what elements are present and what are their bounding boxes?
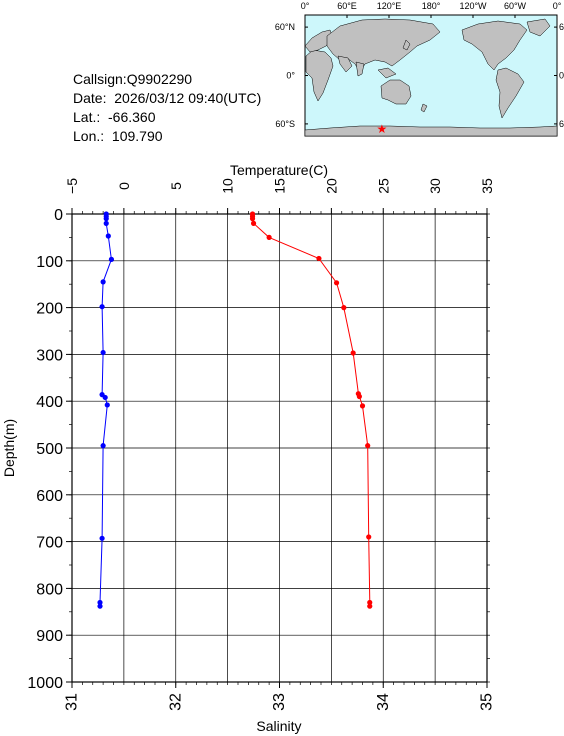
map-lat-label-right: 60°S [559,119,564,129]
salinity-tick-label: 32 [167,693,184,711]
salinity-point [99,304,105,310]
top-tick-label: −5 [64,178,80,194]
salinity-point [97,599,103,606]
salinity-point [100,279,106,285]
lat-text: Lat.: -66.360 [73,109,156,125]
temperature-point [250,220,257,226]
map-lat-label: 60°S [275,119,295,129]
left-axis: 0 100 200 300 400 500 600 700 800 900 1000 [27,207,490,692]
temperature-point [249,211,256,217]
depth-tick-label: 900 [36,628,63,645]
map-lon-label: 180° [422,1,441,11]
temperature-point [359,403,366,409]
salinity-point [99,392,105,398]
series-group [97,211,373,609]
temperature-point [249,213,256,219]
top-tick-label: 0 [116,182,132,190]
plot-frame [71,213,488,683]
salinity-point [104,402,110,408]
salinity-tick-label: 33 [271,693,288,711]
grid [71,213,488,683]
map-lat-label-right: 0° [559,71,564,81]
temperature-point [350,350,356,356]
temperature-point [341,305,347,311]
map-lon-label: 0° [301,1,310,11]
depth-tick-label: 800 [36,581,63,598]
temperature-point [249,216,256,222]
salinity-point [105,233,111,239]
map-ticks [304,15,558,125]
salinity-point [102,394,108,401]
salinity-point [100,443,106,449]
salinity-point [103,220,109,226]
depth-tick-label: 600 [36,488,63,505]
salinity-tick-label: 34 [375,693,392,711]
station-marker: ★ [376,122,387,136]
temperature-point [356,393,362,400]
temperature-point [316,255,322,262]
depth-tick-label: 300 [36,347,63,364]
map-lat-label-right: 60°N [559,22,564,32]
depth-tick-label: 100 [36,254,63,271]
temperature-point [333,280,340,286]
map-lat-label: 0° [286,71,295,81]
salinity-tick-label: 35 [479,693,496,711]
top-tick-label: 30 [427,178,443,194]
depth-tick-label: 700 [36,535,63,552]
map-lon-label: 60°W [504,1,527,11]
map-lon-label: 120°W [459,1,487,11]
map-lon-label: 120°E [377,1,402,11]
depth-axis-label: Depth(m) [1,419,17,477]
callsign-text: Callsign:Q9902290 [73,71,193,87]
top-tick-label: 5 [168,182,184,190]
bottom-axis: 31 32 33 34 35 [64,682,496,711]
depth-tick-label: 400 [36,394,63,411]
depth-tick-label: 0 [54,207,63,224]
salinity-point [103,216,109,222]
salinity-axis-label: Salinity [256,718,301,734]
temperature-point [355,391,361,397]
top-tick-label: 20 [323,178,339,194]
top-tick-label: 15 [272,178,288,194]
map-lat-label: 60°N [275,22,295,32]
top-tick-label: 10 [220,178,236,194]
map-lon-labels: 0° 60°E 120°E 180° 120°W 60°W 0° [301,1,562,11]
station-info: Callsign:Q9902290 Date: 2026/03/12 09:40… [73,70,261,146]
salinity-line [99,214,112,607]
salinity-point [103,213,109,219]
temperature-line [252,214,371,607]
depth-tick-label: 200 [36,301,63,318]
temperature-point [367,599,373,606]
date-text: Date: 2026/03/12 09:40(UTC) [73,90,262,106]
salinity-point [108,256,115,262]
map-land [304,18,558,137]
salinity-point [100,349,106,356]
map-lat-labels: 60°N 60°N 0° 0° 60°S 60°S [275,22,564,129]
salinity-point [97,603,103,609]
top-tick-label: 25 [375,178,391,194]
temperature-point [366,534,372,540]
temperature-axis-label: Temperature(C) [230,162,328,178]
depth-tick-label: 500 [36,441,63,458]
salinity-tick-label: 31 [64,693,81,711]
salinity-point [99,535,105,541]
depth-tick-label: 1000 [27,675,63,692]
temperature-point [367,603,373,609]
top-tick-label: 35 [479,178,495,194]
map-lon-label: 0° [553,1,562,11]
temperature-point [365,443,371,449]
map-lon-label: 60°E [337,1,357,11]
top-axis: −5 0 5 10 15 20 25 30 35 [64,178,495,214]
salinity-point [103,211,109,217]
temperature-point [266,234,272,240]
lon-text: Lon.: 109.790 [73,128,163,144]
